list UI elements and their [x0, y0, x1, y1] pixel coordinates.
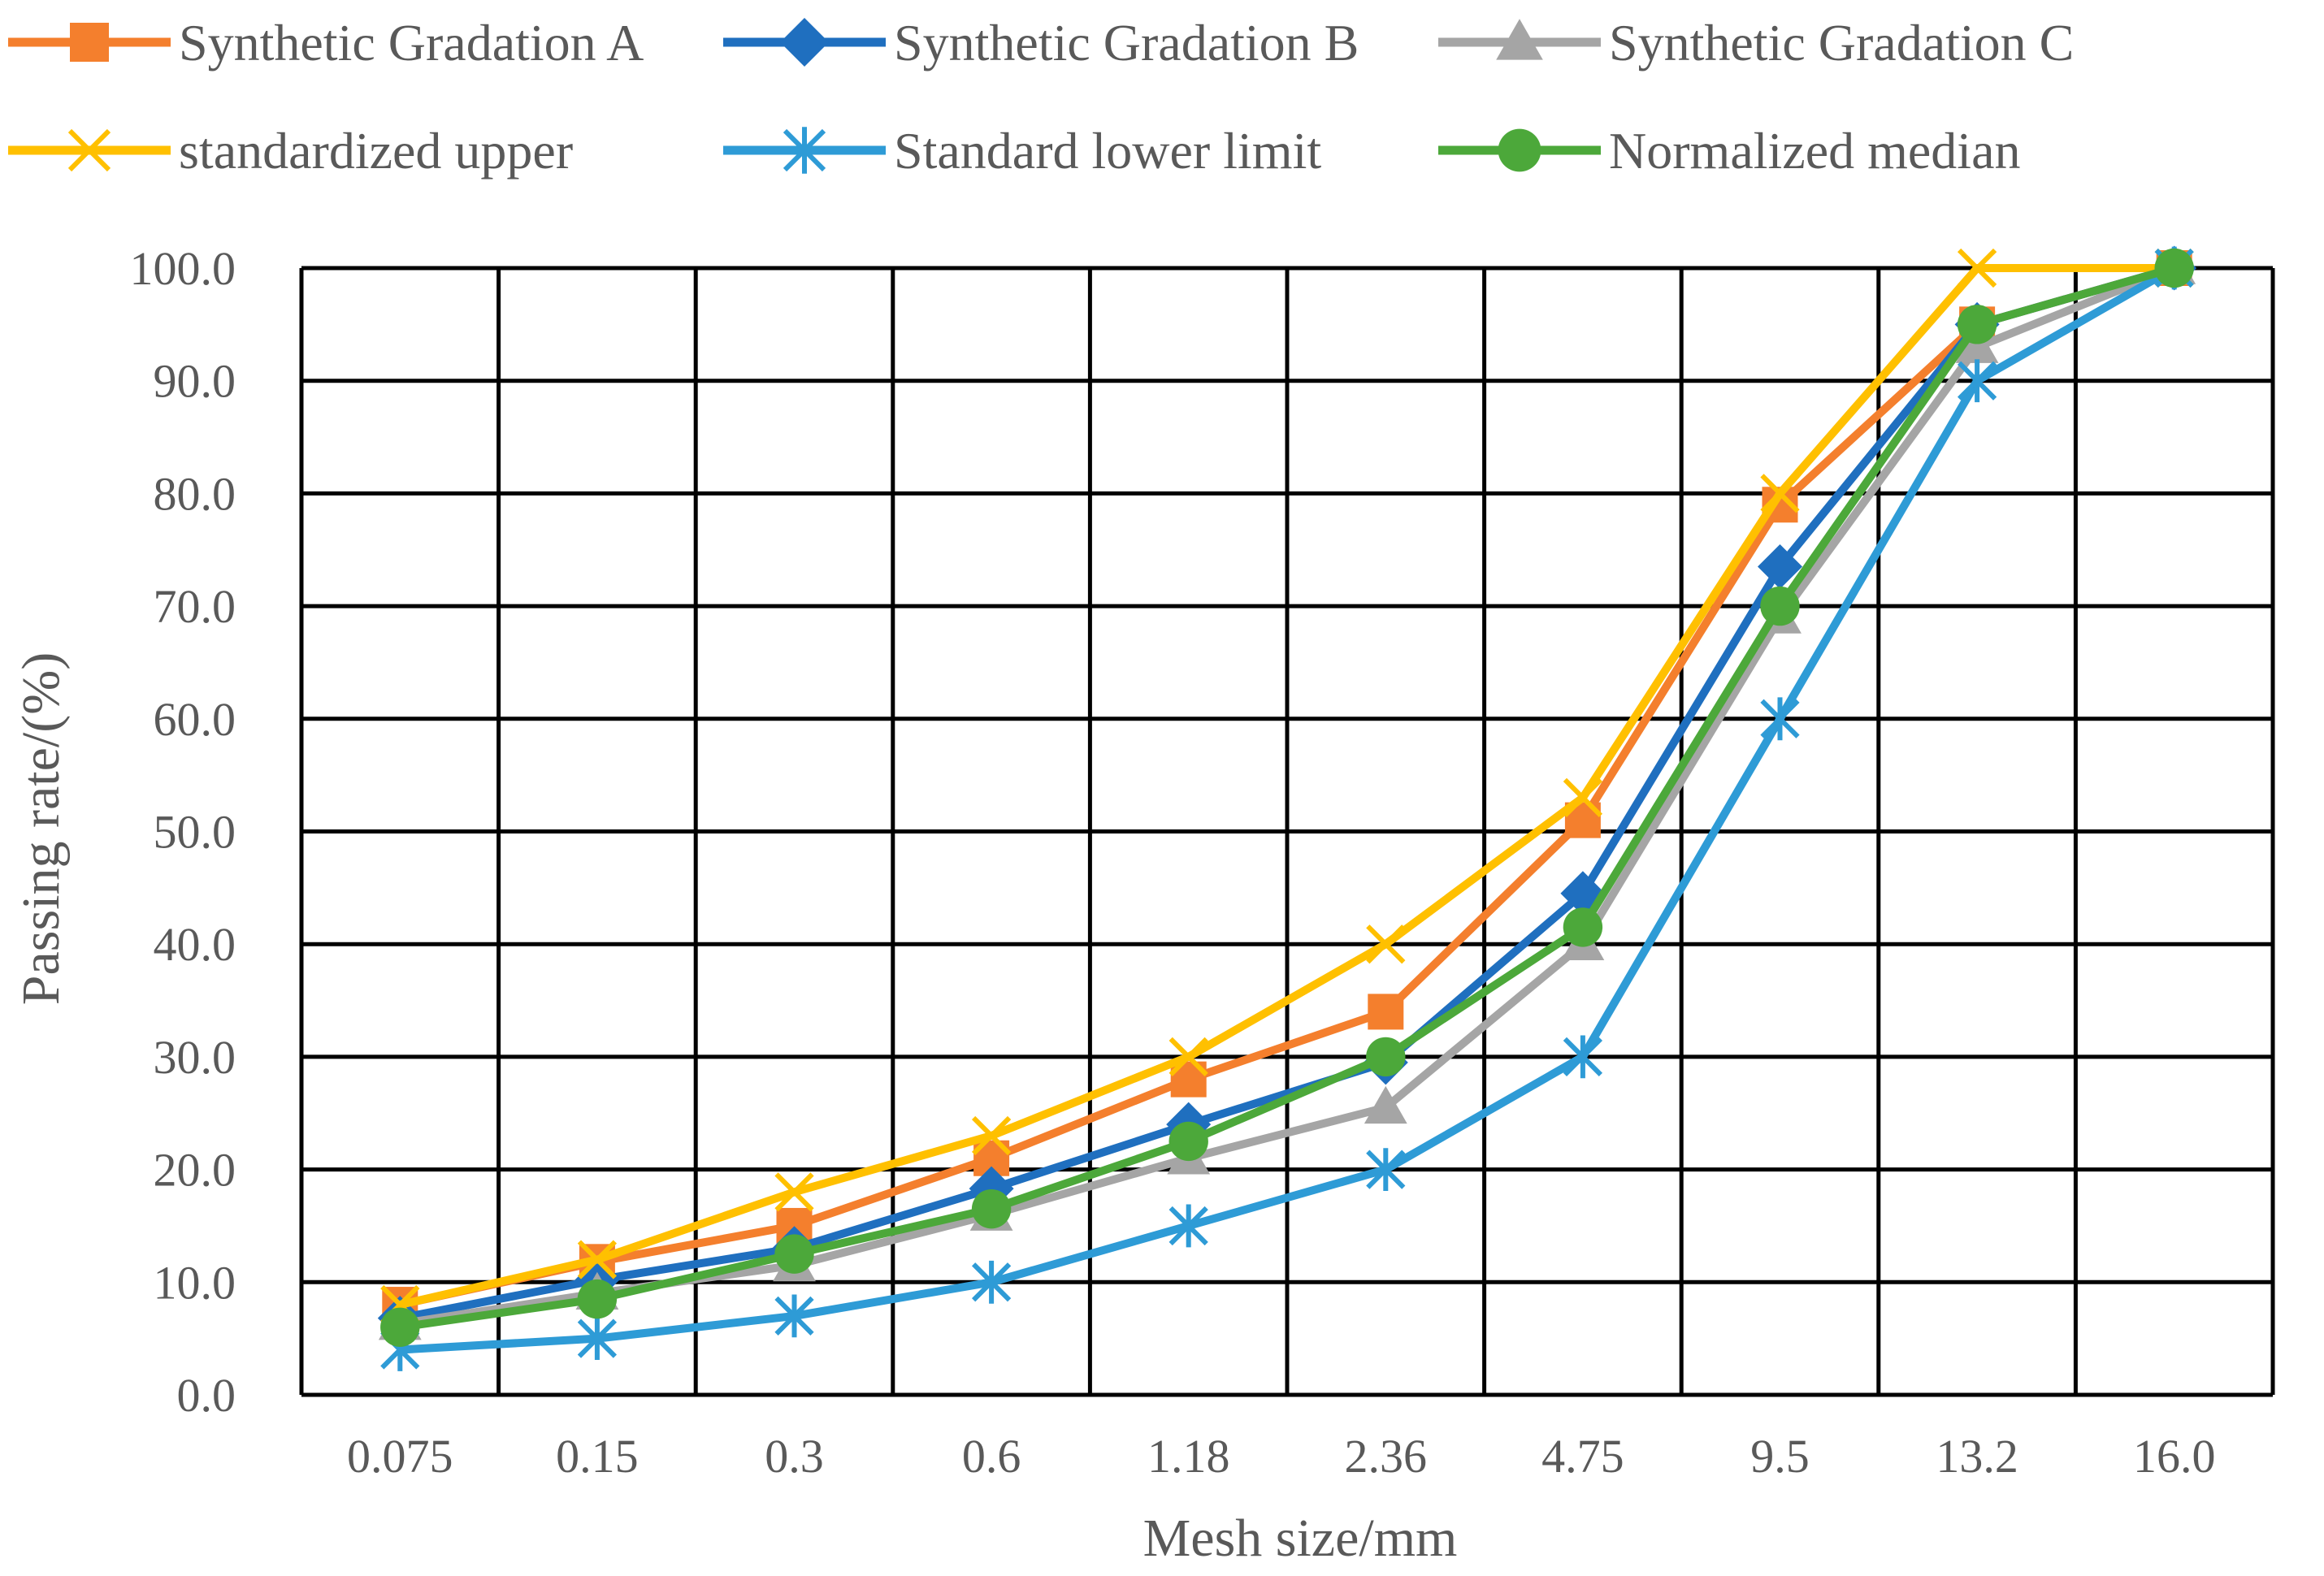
- data-point: [1364, 1085, 1407, 1124]
- legend-marker: [780, 18, 829, 67]
- legend: Synthetic Gradation A Synthetic Gradation…: [8, 14, 2074, 180]
- series-layer: [377, 245, 2197, 1371]
- y-tick-label: 40.0: [154, 918, 236, 971]
- data-point: [1957, 248, 1997, 288]
- data-point: [1368, 994, 1404, 1030]
- legend-item: Standard lower limit: [723, 122, 1321, 180]
- data-point: [1169, 1121, 1208, 1162]
- y-tick-label: 0.0: [177, 1369, 236, 1422]
- data-point: [1169, 1204, 1208, 1248]
- x-tick-label: 1.18: [1147, 1430, 1230, 1483]
- legend-item: Synthetic Gradation B: [723, 14, 1359, 71]
- data-point: [1760, 474, 1800, 513]
- data-point: [1563, 907, 1603, 947]
- y-tick-label: 20.0: [154, 1144, 236, 1197]
- x-tick-label: 4.75: [1541, 1430, 1624, 1483]
- data-point: [1563, 1035, 1603, 1079]
- x-axis-title: Mesh size/mm: [1143, 1509, 1458, 1568]
- data-point: [971, 1115, 1012, 1156]
- data-point: [1955, 325, 1999, 363]
- y-tick-label: 80.0: [154, 467, 236, 520]
- plot-grid: [299, 266, 2275, 1397]
- y-tick-label: 50.0: [154, 806, 236, 859]
- y-tick-label: 70.0: [154, 580, 236, 633]
- data-point: [1366, 1037, 1406, 1077]
- legend-item: Normalized median: [1438, 122, 2020, 180]
- data-point: [1758, 544, 1802, 590]
- legend-item: standardized upper: [8, 122, 573, 180]
- data-point: [1169, 1037, 1208, 1077]
- y-tick-label: 30.0: [154, 1031, 236, 1084]
- data-point: [1563, 777, 1603, 818]
- x-tick-label: 2.36: [1345, 1430, 1428, 1483]
- data-point: [1957, 305, 1997, 344]
- series-line: [399, 264, 2176, 1331]
- x-tick-label: 0.6: [962, 1430, 1021, 1483]
- legend-marker: [67, 128, 111, 172]
- axis-ticks: 0.0 10.0 20.0 30.0 40.0 50.0 60.0 70.0 80.0 90.0 1…: [130, 242, 2216, 1483]
- data-point: [577, 1240, 618, 1279]
- series-line: [399, 264, 2176, 1323]
- data-point: [2154, 248, 2194, 288]
- series-standardized-upper: [380, 248, 2194, 1325]
- legend-label: Synthetic Gradation B: [894, 14, 1359, 71]
- legend-label: Normalized median: [1609, 122, 2020, 180]
- data-point: [774, 1294, 814, 1338]
- x-tick-label: 0.075: [347, 1430, 453, 1483]
- legend-label: Standard lower limit: [894, 122, 1321, 180]
- y-tick-label: 60.0: [154, 693, 236, 746]
- y-tick-label: 10.0: [154, 1256, 236, 1309]
- legend-label: Synthetic Gradation C: [1609, 14, 2074, 71]
- data-point: [774, 1172, 814, 1212]
- y-tick-label: 90.0: [154, 355, 236, 408]
- y-axis-title: Passing rate/(%): [11, 652, 71, 1005]
- data-point: [1760, 586, 1800, 626]
- series-normalized-median: [380, 248, 2194, 1347]
- legend-marker: [783, 127, 826, 174]
- series-line: [399, 264, 2176, 1309]
- legend-marker: [1496, 19, 1543, 60]
- x-tick-label: 9.5: [1750, 1430, 1810, 1483]
- legend-marker: [1498, 128, 1541, 172]
- data-point: [1760, 697, 1800, 741]
- data-point: [971, 1260, 1012, 1304]
- x-tick-label: 16.0: [2133, 1430, 2216, 1483]
- data-point: [971, 1188, 1012, 1229]
- legend-label: standardized upper: [179, 122, 573, 180]
- x-tick-label: 0.15: [556, 1430, 639, 1483]
- data-point: [774, 1234, 814, 1274]
- legend-item: Synthetic Gradation C: [1438, 14, 2074, 71]
- legend-item: Synthetic Gradation A: [8, 14, 644, 71]
- data-point: [577, 1317, 618, 1361]
- legend-marker: [70, 23, 109, 62]
- legend-label: Synthetic Gradation A: [179, 14, 644, 71]
- data-point: [577, 1279, 618, 1319]
- series-line: [400, 264, 2177, 1354]
- data-point: [1366, 1148, 1406, 1191]
- data-point: [1366, 924, 1406, 964]
- series-line: [399, 264, 2174, 1309]
- x-tick-label: 0.3: [765, 1430, 824, 1483]
- data-point: [1957, 359, 1997, 403]
- x-tick-label: 13.2: [1936, 1430, 2018, 1483]
- y-tick-label: 100.0: [130, 242, 236, 295]
- data-point: [380, 1307, 420, 1347]
